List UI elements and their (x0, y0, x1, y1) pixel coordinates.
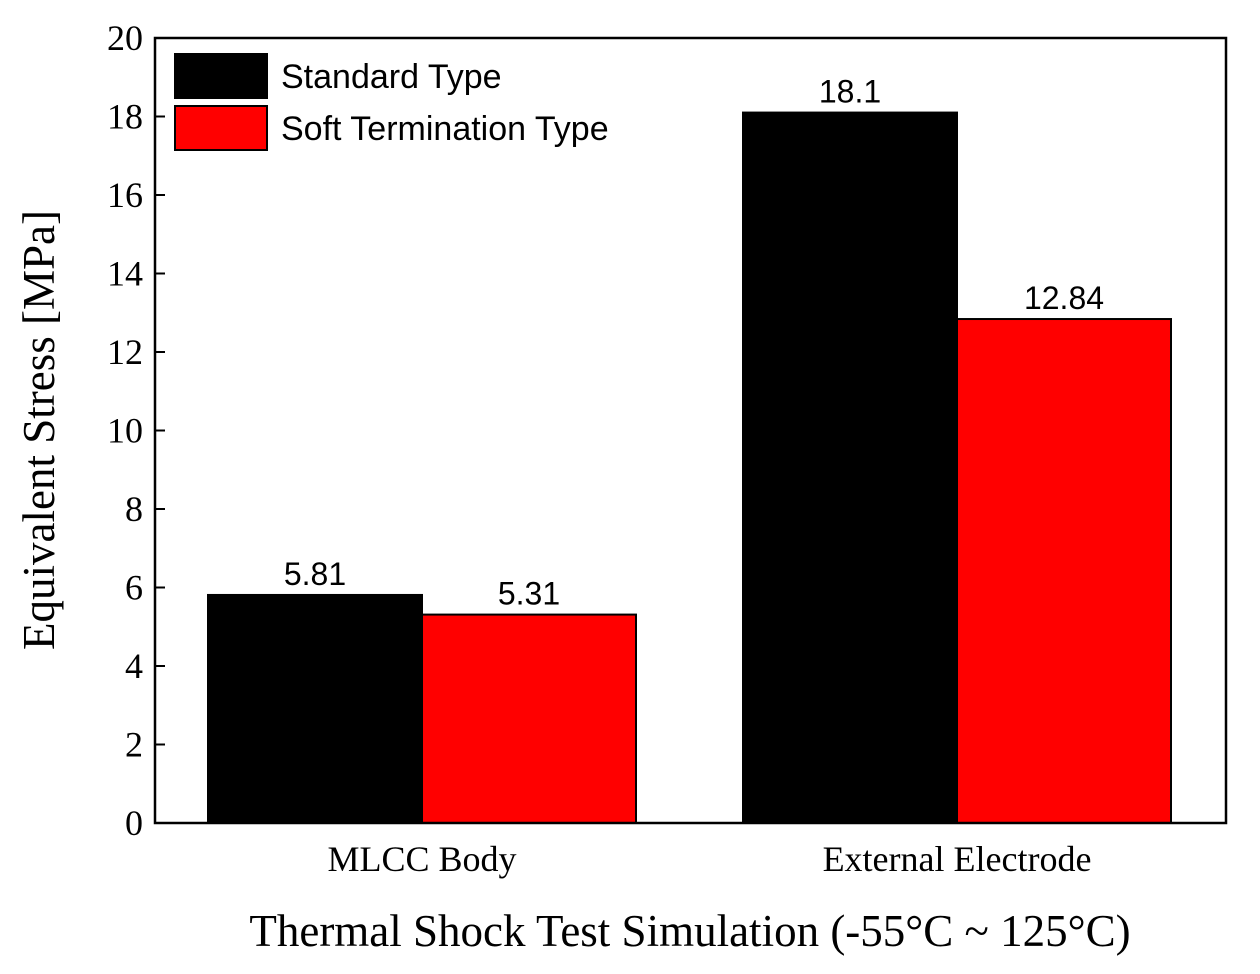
bar-standard-0 (207, 593, 423, 825)
bar-value-label: 5.81 (284, 556, 346, 592)
legend: Standard Type Soft Termination Type (174, 53, 609, 151)
bar-value-label: 18.1 (819, 74, 881, 110)
x-category-label: External Electrode (823, 839, 1092, 879)
y-tick-label: 14 (107, 254, 143, 294)
y-tick-label: 10 (107, 411, 143, 451)
y-tick-label: 18 (107, 97, 143, 137)
legend-swatch (174, 53, 268, 99)
y-tick-label: 16 (107, 175, 143, 215)
y-tick-label: 0 (125, 803, 143, 843)
y-tick-label: 20 (107, 18, 143, 58)
y-axis-title: Equivalent Stress [MPa] (14, 210, 64, 650)
legend-label: Soft Termination Type (281, 110, 609, 148)
y-tick-label: 4 (125, 646, 143, 686)
y-tick-label: 6 (125, 568, 143, 608)
bar-soft-termination-0 (421, 613, 637, 825)
y-tick-label: 12 (107, 332, 143, 372)
bar-standard-1 (742, 111, 958, 824)
legend-label: Standard Type (281, 58, 502, 96)
y-axis-ticks: 0 2 4 6 8 10 12 14 16 18 20 (107, 18, 165, 843)
bar-value-labels: 5.81 5.31 18.1 12.84 (284, 74, 1104, 612)
y-tick-label: 8 (125, 489, 143, 529)
x-axis-categories: MLCC Body External Electrode (327, 813, 1091, 879)
bars-layer (207, 111, 1172, 825)
x-axis-title: Thermal Shock Test Simulation (-55°C ~ 1… (249, 906, 1130, 956)
y-tick-label: 2 (125, 725, 143, 765)
bar-value-label: 12.84 (1024, 280, 1104, 316)
bar-soft-termination-1 (956, 318, 1172, 824)
x-category-label: MLCC Body (327, 839, 516, 879)
bar-value-label: 5.31 (498, 576, 560, 612)
legend-swatch (174, 105, 268, 151)
